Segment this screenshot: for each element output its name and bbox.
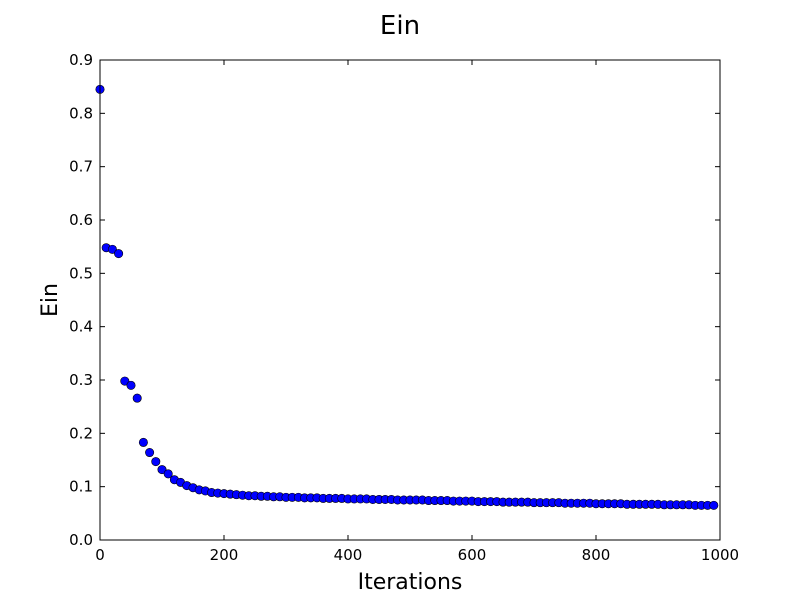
y-tick-label: 0.7 xyxy=(69,158,93,176)
data-point xyxy=(163,469,173,479)
x-tick-label: 400 xyxy=(334,546,363,564)
x-tick-label: 0 xyxy=(95,546,105,564)
y-axis-label: Ein xyxy=(38,283,63,317)
chart-title: Ein xyxy=(380,11,420,41)
y-tick-label: 0.1 xyxy=(69,478,93,496)
data-point xyxy=(126,380,136,390)
x-axis-ticks: 0 200 400 600 800 1000 xyxy=(95,60,739,564)
data-point xyxy=(709,500,719,510)
x-tick-label: 200 xyxy=(210,546,239,564)
y-tick-label: 0.4 xyxy=(69,318,93,336)
data-point xyxy=(138,437,148,447)
data-point xyxy=(107,244,117,254)
y-tick-label: 0.3 xyxy=(69,371,93,389)
plot-area-frame xyxy=(99,59,721,541)
data-points xyxy=(95,84,719,510)
y-tick-label: 0.5 xyxy=(69,264,93,282)
x-tick-label: 1000 xyxy=(701,546,739,564)
x-tick-label: 800 xyxy=(582,546,611,564)
y-tick-label: 0.6 xyxy=(69,211,93,229)
data-point xyxy=(151,457,161,467)
x-tick-label: 600 xyxy=(458,546,487,564)
y-tick-label: 0.2 xyxy=(69,424,93,442)
y-tick-label: 0.9 xyxy=(69,51,93,69)
y-axis-ticks: 0.0 0.1 0.2 0.3 0.4 0.5 0.6 0.7 0.8 0.9 xyxy=(69,51,720,549)
data-point xyxy=(132,393,142,403)
y-tick-label: 0.8 xyxy=(69,104,93,122)
data-point xyxy=(157,465,167,475)
x-axis-label: Iterations xyxy=(358,570,463,595)
data-point xyxy=(120,376,130,386)
data-point xyxy=(114,249,124,259)
y-tick-label: 0.0 xyxy=(69,531,93,549)
data-point xyxy=(145,448,155,458)
